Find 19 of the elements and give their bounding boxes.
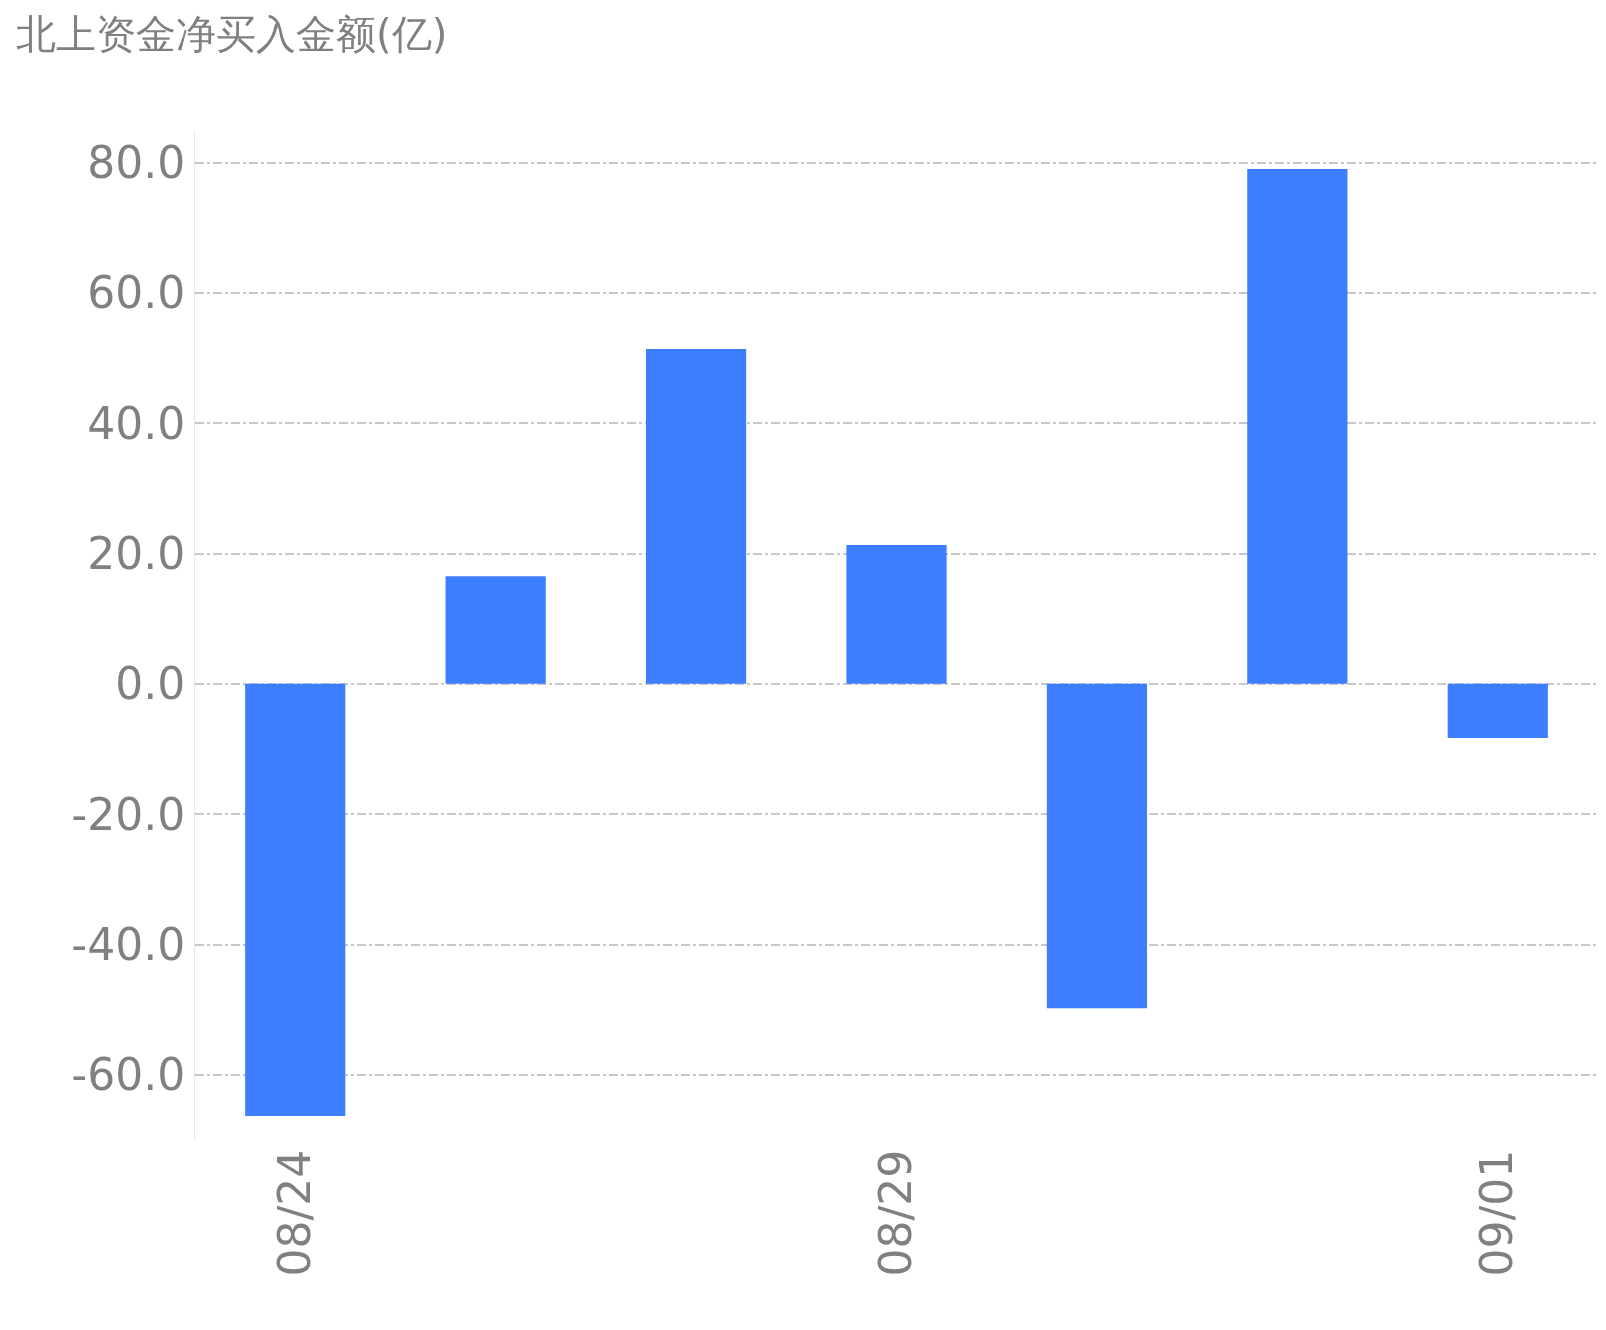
bar <box>846 545 947 684</box>
bar <box>245 683 346 1116</box>
chart-title: 北上资金净买入金额(亿) <box>16 10 448 57</box>
y-tick-label: 80.0 <box>87 136 186 188</box>
y-tick-label: -20.0 <box>71 788 186 840</box>
y-tick-label: 0.0 <box>115 658 186 710</box>
bar <box>645 348 747 684</box>
x-tick-label: 08/24 <box>268 1149 320 1277</box>
y-tick-label: 40.0 <box>87 397 186 449</box>
y-tick-label: 20.0 <box>87 527 186 579</box>
y-tick-label: -40.0 <box>71 918 186 970</box>
y-tick-label: -60.0 <box>71 1049 186 1101</box>
bar <box>445 576 546 684</box>
bar <box>1447 683 1548 738</box>
x-tick-label: 08/29 <box>869 1149 921 1277</box>
bar <box>1046 683 1148 1009</box>
bar <box>1247 169 1348 684</box>
x-tick-label: 09/01 <box>1471 1149 1523 1277</box>
y-tick-label: 60.0 <box>87 267 186 319</box>
